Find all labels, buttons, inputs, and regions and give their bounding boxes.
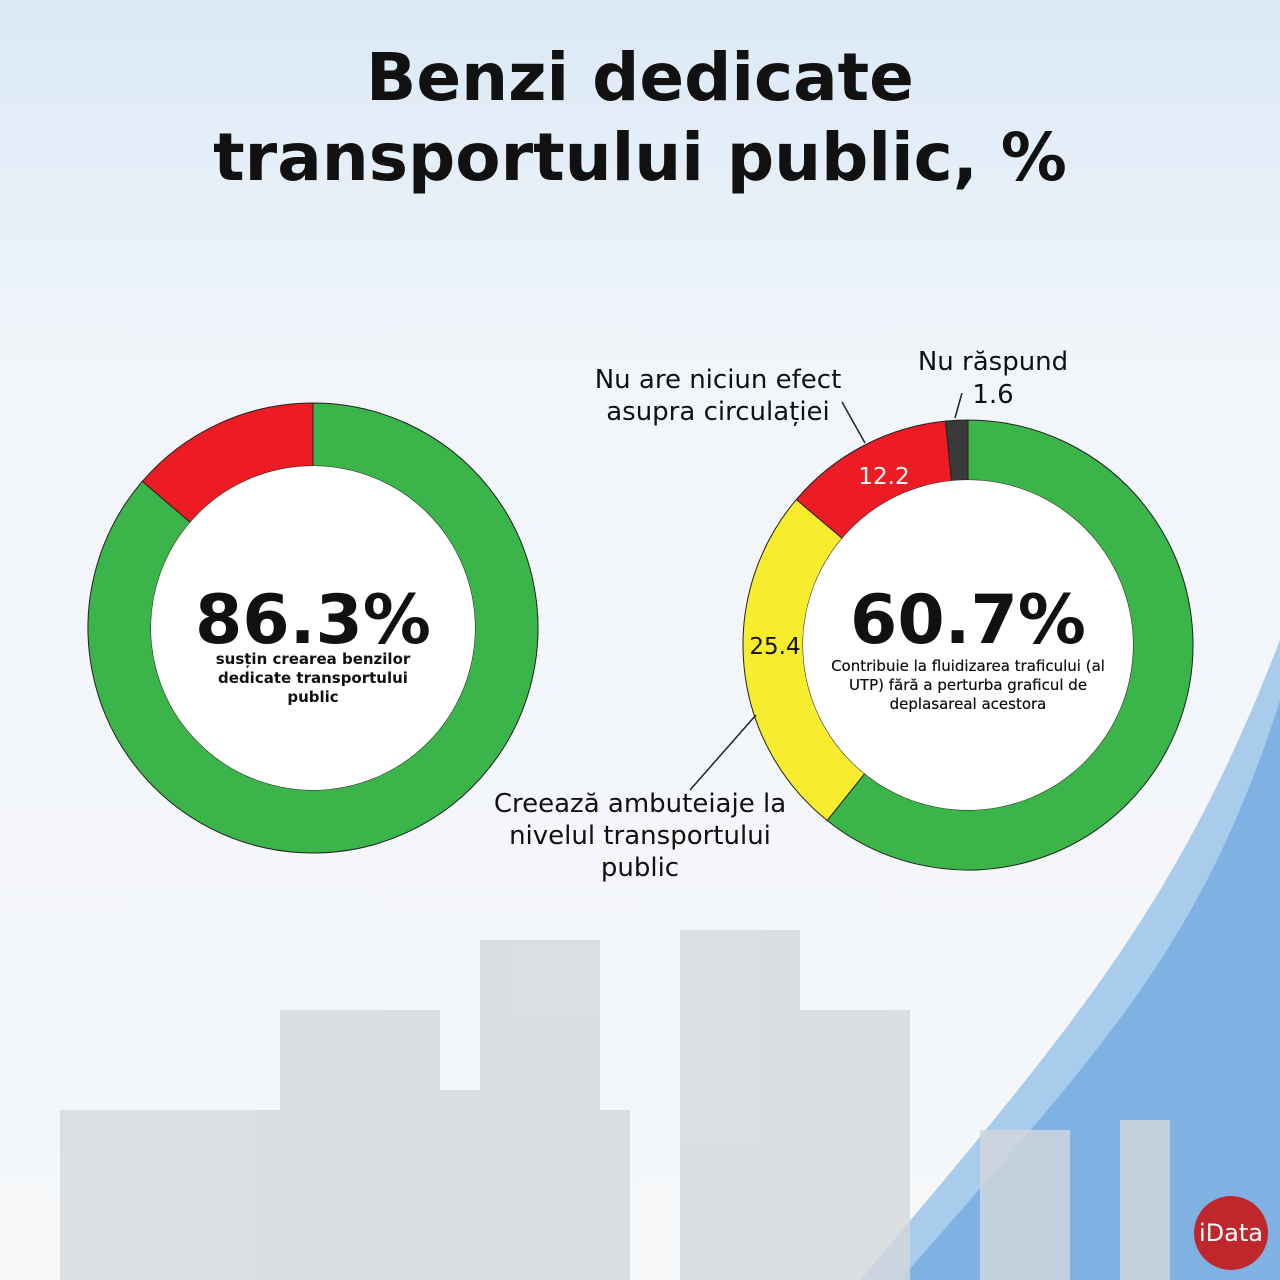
category-label: Nu răspund [917, 347, 1069, 377]
title: Benzi dedicate transportului public, % [213, 39, 1067, 196]
swoosh [900, 700, 1280, 1280]
donut-hole [151, 466, 475, 790]
center-description: susțin crearea benzilor dedicate transpo… [215, 650, 411, 706]
logo: iData [1194, 1196, 1268, 1270]
donut-hole [803, 480, 1133, 810]
value-label: 25.4 [749, 634, 801, 660]
center-description: Contribuie la fluidizarea traficului (al… [831, 657, 1105, 713]
skyline [60, 930, 1170, 1280]
value-label: 1.6 [972, 380, 1014, 410]
center-value: 86.3% [195, 581, 431, 660]
category-label: Nu are niciun efect asupra circulației [594, 365, 842, 427]
category-label: Creează ambuteiaje la nivelul transportu… [493, 789, 787, 883]
value-label: 12.2 [858, 464, 910, 490]
leader-line [689, 714, 757, 791]
center-value: 60.7% [850, 581, 1086, 660]
leader-line [841, 401, 866, 444]
leader-line [954, 392, 963, 419]
